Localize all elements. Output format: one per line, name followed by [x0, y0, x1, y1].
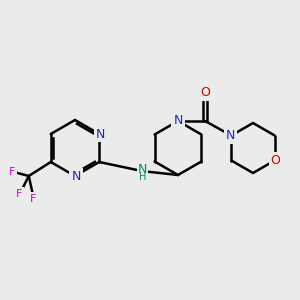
Text: N: N	[226, 129, 235, 142]
Text: N: N	[96, 128, 105, 140]
Text: N: N	[138, 163, 147, 176]
Text: F: F	[9, 167, 15, 177]
Text: N: N	[71, 169, 81, 182]
Text: H: H	[139, 172, 146, 182]
Text: F: F	[30, 194, 36, 204]
Text: O: O	[271, 154, 281, 167]
Text: O: O	[200, 86, 210, 100]
Text: F: F	[16, 189, 22, 199]
Text: N: N	[173, 115, 183, 128]
